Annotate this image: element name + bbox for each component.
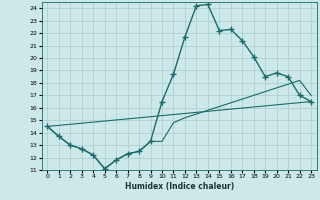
X-axis label: Humidex (Indice chaleur): Humidex (Indice chaleur) [124, 182, 234, 191]
